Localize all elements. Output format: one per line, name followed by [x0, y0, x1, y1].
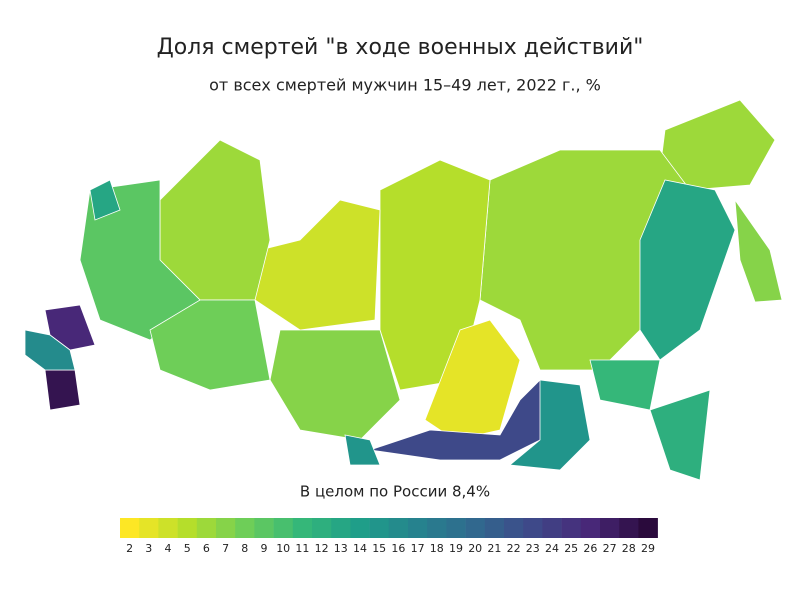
colorbar-swatch [465, 518, 486, 538]
region [24, 329, 76, 371]
region [254, 199, 381, 331]
colorbar-tick-label: 11 [295, 542, 309, 555]
colorbar-tick-label: 12 [315, 542, 329, 555]
region [269, 329, 401, 441]
colorbar-tick-label: 16 [391, 542, 405, 555]
colorbar: 2 3 4 5 6 7 8 9 10 11 12 13 14 15 16 17 18 19 20 21 22 23 24 25… [120, 518, 658, 555]
colorbar-tick-label: 20 [468, 542, 482, 555]
colorbar-swatch [216, 518, 236, 538]
colorbar-swatch [254, 518, 274, 538]
region [649, 389, 711, 481]
colorbar-tick-label: 19 [449, 542, 463, 555]
region [44, 369, 81, 411]
colorbar-swatch [580, 518, 601, 538]
colorbar-swatch [120, 518, 140, 538]
colorbar-swatch [523, 518, 543, 538]
colorbar-swatch [446, 518, 466, 538]
region [509, 379, 591, 471]
colorbar-tick-label: 17 [411, 542, 425, 555]
colorbar-tick-label: 26 [583, 542, 597, 555]
colorbar-tick-label: 3 [145, 542, 152, 555]
colorbar-swatch [350, 518, 370, 538]
annotation: В целом по России 8,4% [300, 483, 490, 501]
colorbar-tick-label: 2 [126, 542, 133, 555]
region [639, 179, 736, 361]
region [149, 299, 271, 391]
chart-title: Доля смертей "в ходе военных действий" [157, 35, 644, 60]
colorbar-swatch [427, 518, 447, 538]
colorbar-tick-label: 6 [203, 542, 210, 555]
colorbar-swatch [600, 518, 620, 538]
colorbar-swatch [235, 518, 255, 538]
region [89, 179, 121, 221]
colorbar-swatch [273, 518, 294, 538]
region [44, 304, 96, 351]
colorbar-tick-label: 21 [487, 542, 501, 555]
colorbar-tick-label: 18 [430, 542, 444, 555]
colorbar-tick-label: 13 [334, 542, 348, 555]
colorbar-tick-label: 9 [261, 542, 268, 555]
colorbar-swatch [196, 518, 217, 538]
colorbar-tick-label: 4 [165, 542, 172, 555]
colorbar-swatch [158, 518, 178, 538]
colorbar-swatch [388, 518, 409, 538]
colorbar-swatch [292, 518, 313, 538]
map [24, 99, 783, 481]
colorbar-tick-label: 5 [184, 542, 191, 555]
colorbar-tick-label: 25 [564, 542, 578, 555]
colorbar-tick-label: 7 [222, 542, 229, 555]
colorbar-tick-label: 28 [622, 542, 636, 555]
colorbar-tick-label: 14 [353, 542, 367, 555]
colorbar-swatch [312, 518, 332, 538]
chart-subtitle: от всех смертей мужчин 15–49 лет, 2022 г… [209, 76, 601, 95]
colorbar-tick-label: 15 [372, 542, 386, 555]
region [344, 434, 381, 466]
colorbar-swatch [484, 518, 505, 538]
colorbar-swatch [139, 518, 159, 538]
region [734, 198, 783, 303]
colorbar-swatch [504, 518, 524, 538]
colorbar-swatch [542, 518, 562, 538]
colorbar-swatch [369, 518, 390, 538]
colorbar-swatch [331, 518, 351, 538]
colorbar-swatch [619, 518, 639, 538]
colorbar-tick-label: 23 [526, 542, 540, 555]
colorbar-tick-label: 24 [545, 542, 559, 555]
colorbar-swatch [561, 518, 582, 538]
colorbar-tick-label: 8 [241, 542, 248, 555]
colorbar-tick-label: 29 [641, 542, 655, 555]
colorbar-swatch [177, 518, 198, 538]
region [589, 359, 661, 411]
colorbar-swatch [408, 518, 428, 538]
colorbar-tick-label: 10 [276, 542, 290, 555]
colorbar-tick-label: 27 [603, 542, 617, 555]
colorbar-swatch [638, 518, 658, 538]
colorbar-tick-label: 22 [507, 542, 521, 555]
